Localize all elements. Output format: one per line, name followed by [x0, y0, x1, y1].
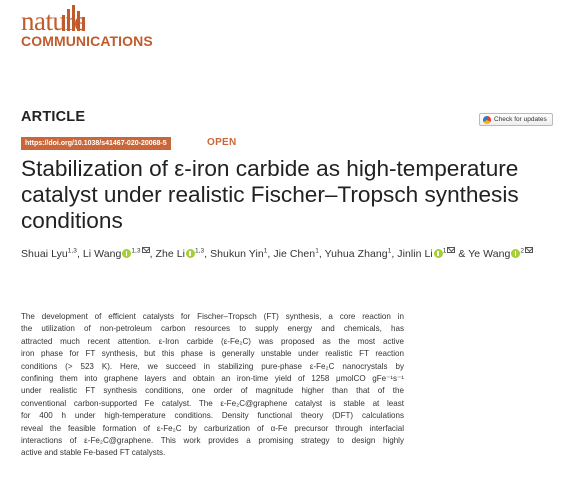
author[interactable]: Shuai Lyu1,3 [21, 248, 77, 260]
author-separator: & [455, 248, 469, 260]
abstract-line: the utilization of non-petroleum carbon … [21, 324, 404, 334]
orcid-icon[interactable] [511, 249, 521, 258]
crossmark-icon [483, 115, 491, 124]
title-line: Stabilization of ε-iron carbide as high-… [21, 156, 519, 181]
affiliation-marker: 1 [442, 247, 447, 255]
author-name: Jie Chen [273, 248, 316, 260]
abstract-line: The development of efficient catalysts f… [21, 312, 404, 321]
open-access-label: OPEN [207, 137, 237, 148]
author-separator: , [76, 248, 83, 260]
affiliation-marker: 1,3 [67, 247, 77, 255]
author-separator: , [318, 248, 325, 260]
author-name: Zhe Li [155, 248, 185, 260]
author-separator: , [391, 248, 398, 260]
paper-title: Stabilization of ε-iron carbide as high-… [21, 156, 556, 234]
abstract-line: for 400 h under high-temperature conditi… [21, 411, 404, 421]
affiliation-marker: 1 [315, 247, 319, 255]
affiliation-marker: 1 [263, 247, 268, 255]
author-name: Shukun Yin [210, 248, 264, 260]
email-icon[interactable] [525, 247, 534, 253]
affiliation-marker: 1,3 [131, 247, 141, 255]
abstract-line: reveal the feasible formation of ε-Fe₂C … [21, 423, 404, 433]
author[interactable]: Zhe Li 1,3 [156, 248, 205, 260]
abstract-line: iron phase for FT synthesis, but this ph… [21, 349, 404, 359]
affiliation-marker: 2 [520, 247, 525, 255]
abstract-line: conditions (> 523 K). Here, we succeed i… [21, 361, 404, 371]
orcid-icon[interactable] [433, 249, 443, 258]
author-separator: , [267, 248, 274, 260]
journal-logo-bars-icon [62, 5, 85, 31]
author[interactable]: Ye Wang 2 [468, 247, 534, 260]
article-type-label: ARTICLE [21, 109, 86, 125]
author[interactable]: Jinlin Li 1 [397, 247, 456, 260]
check-for-updates-label: Check for updates [494, 116, 547, 123]
check-for-updates-button[interactable]: Check for updates [479, 113, 553, 126]
abstract: The development of efficient catalysts f… [21, 311, 404, 460]
journal-logo-word-nature: nature [21, 6, 86, 36]
abstract-line: interactions of ε-Fe₂C@graphene. This wo… [21, 436, 404, 446]
abstract-line: active and stable Fe-based FT catalysts. [21, 448, 166, 458]
email-icon[interactable] [141, 247, 150, 253]
author[interactable]: Li Wang 1,3 [82, 247, 150, 260]
author-name: Ye Wang [468, 248, 511, 260]
journal-logo-word-communications: COMMUNICATIONS [21, 33, 153, 49]
title-line: conditions [21, 208, 123, 233]
abstract-line: attracted much recent attention. ε-Iron … [21, 336, 404, 346]
orcid-icon[interactable] [122, 249, 132, 258]
author-name: Jinlin Li [397, 248, 433, 260]
author[interactable]: Yuhua Zhang1 [325, 248, 392, 260]
abstract-line: under realistic FT synthesis conditions,… [21, 386, 404, 396]
author-separator: , [149, 248, 156, 260]
title-line: catalyst under realistic Fischer–Tropsch… [21, 182, 519, 207]
author[interactable]: Shukun Yin1 [210, 248, 267, 260]
email-icon[interactable] [447, 247, 456, 253]
author-separator: , [204, 248, 211, 260]
author-name: Li Wang [82, 248, 122, 260]
doi-link[interactable]: https://doi.org/10.1038/s41467-020-20068… [21, 137, 171, 150]
affiliation-marker: 1,3 [194, 247, 205, 255]
abstract-line: conventional carbon-supported Fe catalys… [21, 398, 404, 408]
author-list: Shuai Lyu1,3, Li Wang 1,3, Zhe Li 1,3, Shu… [21, 246, 556, 262]
abstract-line: confining them into graphene layers and … [21, 374, 404, 384]
author-name: Yuhua Zhang [324, 248, 388, 260]
orcid-icon[interactable] [185, 249, 195, 258]
author[interactable]: Jie Chen1 [273, 248, 319, 260]
author-name: Shuai Lyu [21, 248, 68, 260]
affiliation-marker: 1 [387, 247, 392, 255]
